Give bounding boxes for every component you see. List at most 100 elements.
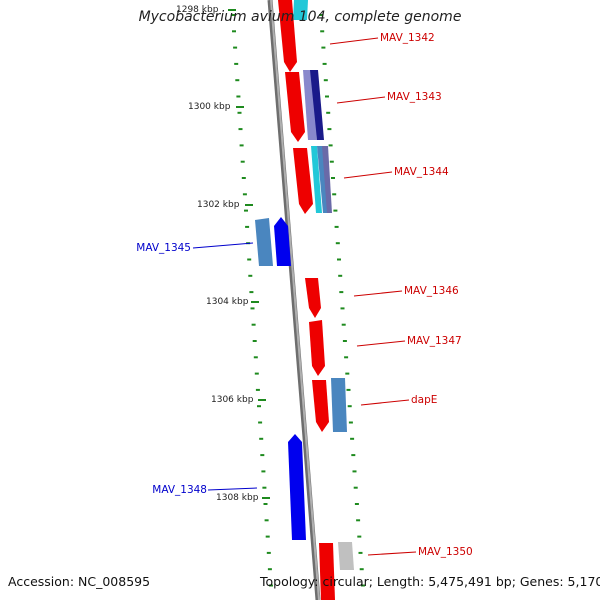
tick-mark-left <box>234 62 239 65</box>
tick-mark-right <box>338 274 343 277</box>
gene-leader-line <box>356 340 406 347</box>
scale-label: 1302 kbp <box>197 200 240 210</box>
gene-block-mav1344-navy[interactable] <box>322 146 332 213</box>
tick-mark-right <box>345 372 350 375</box>
tick-mark-left <box>269 584 273 587</box>
tick-mark-left <box>253 356 258 359</box>
tick-mark-right <box>320 30 325 33</box>
gene-leader-line <box>360 399 410 406</box>
gene-label[interactable]: MAV_1347 <box>407 335 462 347</box>
tick-mark-left <box>237 111 242 114</box>
tick-mark-right <box>352 470 357 473</box>
scale-label: 1300 kbp <box>188 102 231 112</box>
tick-mark-right <box>326 111 331 114</box>
tick-mark-right <box>359 568 364 571</box>
tick-mark-right <box>351 454 356 457</box>
gene-label[interactable]: MAV_1350 <box>418 546 473 558</box>
scale-tick <box>262 497 270 499</box>
gene-leader-line <box>329 37 379 45</box>
gene-block-mav1342[interactable] <box>278 0 297 72</box>
tick-mark-right <box>339 291 344 294</box>
tick-mark-right <box>337 258 341 261</box>
gene-leader-line <box>353 290 403 297</box>
gene-label[interactable]: MAV_1342 <box>380 32 435 44</box>
tick-mark-right <box>353 486 358 489</box>
gene-block-mav1348[interactable] <box>288 434 306 540</box>
tick-mark-right <box>348 421 353 424</box>
gene-labels: MAV_1342 MAV_1343 MAV_1344 MAV_1345 MAV_1346… <box>136 32 472 558</box>
tick-mark-right <box>329 160 334 163</box>
tick-mark-left <box>254 372 259 375</box>
tick-mark-left <box>239 144 244 147</box>
gene-block-mav1343[interactable] <box>285 72 305 142</box>
tick-mark-left <box>247 258 252 261</box>
scale-label: 1308 kbp <box>216 493 259 503</box>
gene-block-dape[interactable] <box>312 380 329 432</box>
tick-mark-left <box>250 307 255 310</box>
tick-mark-right <box>328 144 333 147</box>
tick-mark-left <box>261 470 266 473</box>
gene-label[interactable]: MAV_1344 <box>394 166 449 178</box>
tick-mark-left <box>252 340 257 342</box>
scale-label: 1304 kbp <box>206 297 249 307</box>
gene-block-mav1344[interactable] <box>293 148 313 214</box>
tick-mark-right <box>350 437 355 440</box>
scale-tick <box>236 106 244 108</box>
tick-mark-right <box>356 519 361 522</box>
gene-label[interactable]: MAV_1346 <box>404 285 459 297</box>
tick-mark-left <box>257 405 261 408</box>
tick-mark-right <box>342 340 347 342</box>
tick-mark-left <box>255 388 260 391</box>
tick-mark-right <box>327 128 332 131</box>
gene-block-mav1343-b[interactable] <box>310 70 324 140</box>
gene-block-mav1345-steel[interactable] <box>255 218 273 266</box>
tick-mark-left <box>242 193 247 196</box>
tick-mark-left <box>236 95 241 98</box>
tick-mark-right <box>334 225 339 228</box>
tick-mark-left <box>259 437 264 440</box>
scale-tick <box>245 204 253 206</box>
gene-block-mav1344-cyan[interactable] <box>311 146 322 213</box>
gene-block-cyan-top[interactable] <box>293 0 308 20</box>
scale-tick <box>251 301 259 303</box>
gene-block-mav1347[interactable] <box>309 320 325 376</box>
gene-block-dape-steel[interactable] <box>331 378 347 432</box>
accession-text: Accession: NC_008595 <box>8 574 151 589</box>
tick-mark-left <box>241 177 246 179</box>
gene-label[interactable]: MAV_1348 <box>152 484 207 496</box>
tick-mark-right <box>360 584 365 587</box>
tick-mark-left <box>240 160 245 163</box>
gene-leader-line <box>207 487 258 491</box>
genome-summary-text: Topology: circular; Length: 5,475,491 bp… <box>260 574 600 589</box>
gene-label[interactable]: dapE <box>411 394 437 406</box>
tick-mark-right <box>331 177 335 179</box>
tick-mark-left <box>267 568 272 571</box>
tick-mark-right <box>335 242 340 245</box>
gene-block-mav1345[interactable] <box>274 217 291 266</box>
tick-mark-left <box>258 421 263 424</box>
tick-mark-right <box>333 209 338 212</box>
tick-mark-right <box>340 307 345 310</box>
scale-label: 1306 kbp <box>211 395 254 405</box>
tick-mark-left <box>230 14 235 16</box>
gene-block-mav1350-grey[interactable] <box>338 542 354 570</box>
tick-mark-left <box>266 551 271 554</box>
gene-features <box>255 0 354 600</box>
tick-mark-left <box>265 535 270 538</box>
gene-block-mav1346[interactable] <box>305 278 321 318</box>
tick-mark-left <box>262 486 267 489</box>
tick-mark-left <box>232 30 236 33</box>
gene-label[interactable]: MAV_1345 <box>136 242 191 254</box>
gene-leader-line <box>367 551 417 556</box>
tick-mark-right <box>344 356 349 359</box>
tick-mark-right <box>346 388 351 391</box>
tick-mark-right <box>358 551 363 554</box>
tick-mark-left <box>263 503 268 505</box>
tick-mark-right <box>332 193 337 196</box>
tick-mark-left <box>249 291 254 294</box>
gene-label[interactable]: MAV_1343 <box>387 91 442 103</box>
tick-mark-right <box>319 14 323 16</box>
tick-mark-left <box>260 454 265 457</box>
tick-mark-right <box>321 46 326 49</box>
gene-block-mav1350[interactable] <box>319 543 335 600</box>
